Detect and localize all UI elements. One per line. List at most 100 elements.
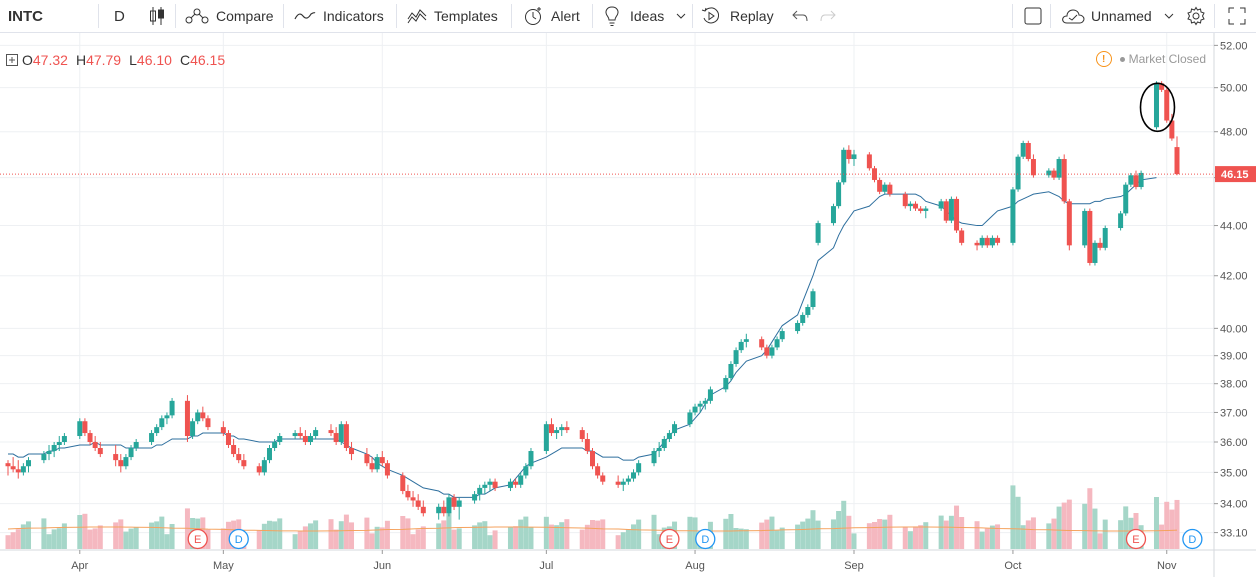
candle-body: [472, 494, 478, 501]
compare-button[interactable]: Compare: [184, 0, 274, 32]
volume-bar: [1102, 519, 1108, 549]
undo-button[interactable]: [792, 0, 808, 32]
ideas-button[interactable]: Ideas: [604, 0, 686, 32]
dividend-marker: D: [228, 528, 249, 550]
candle: [805, 304, 811, 318]
redo-button[interactable]: [820, 0, 836, 32]
candle: [877, 177, 883, 195]
candle: [584, 433, 590, 455]
candle: [164, 412, 170, 425]
candle: [343, 421, 349, 452]
candle: [400, 472, 406, 495]
candle-body: [261, 460, 267, 473]
volume-bar: [1123, 506, 1129, 549]
volume-bar: [590, 520, 595, 549]
candle-body: [697, 403, 703, 407]
replay-button[interactable]: Replay: [701, 0, 774, 32]
candle-body: [328, 430, 334, 434]
candle: [1092, 240, 1098, 266]
marker-letter: D: [701, 534, 709, 546]
volume-bar: [205, 529, 211, 549]
candle-body: [764, 347, 770, 356]
alert-button[interactable]: Alert: [522, 0, 580, 32]
candle: [882, 182, 888, 195]
candle: [436, 503, 442, 520]
settings-button[interactable]: [1186, 0, 1206, 32]
candle-body: [149, 433, 155, 442]
templates-button[interactable]: Templates: [407, 0, 498, 32]
marker-letter: E: [666, 534, 673, 546]
candle: [1087, 208, 1093, 266]
candle-body: [743, 339, 749, 342]
volume-bar: [948, 515, 954, 549]
interval-button[interactable]: D: [114, 0, 125, 32]
candle: [195, 409, 201, 425]
candle: [692, 403, 698, 416]
candle-body: [513, 481, 519, 485]
symbol-search[interactable]: INTC: [8, 0, 43, 32]
candle: [590, 448, 595, 470]
volume-bar: [51, 529, 57, 549]
volume-bar: [46, 534, 52, 549]
candle: [1133, 170, 1139, 190]
candle: [656, 441, 662, 458]
price-chart[interactable]: EDEDEDE52.0050.0048.0046.0044.0042.0040.…: [0, 33, 1256, 577]
volume-bar: [692, 517, 698, 549]
candle-body: [620, 481, 626, 485]
price-tick-label: 38.00: [1220, 379, 1248, 391]
toolbar-divider: [511, 4, 512, 28]
candle-body: [1159, 83, 1165, 90]
candle-body: [1025, 143, 1031, 160]
candle-body: [374, 457, 380, 470]
candle-body: [615, 481, 621, 485]
candle: [154, 424, 160, 437]
fullscreen-toggle[interactable]: [1024, 0, 1042, 32]
candle-body: [877, 179, 883, 192]
candle: [190, 418, 196, 440]
volume-bar: [779, 527, 785, 549]
expand-button[interactable]: [1228, 0, 1246, 32]
candle: [743, 333, 749, 348]
candle-body: [46, 451, 52, 455]
save-layout-button[interactable]: Unnamed: [1061, 0, 1174, 32]
last-price-tag-bg: [1215, 166, 1256, 183]
candle: [620, 478, 626, 492]
candle: [456, 497, 462, 520]
volume-bar: [723, 518, 729, 549]
collapse-square-icon[interactable]: [6, 54, 18, 66]
candle: [723, 375, 729, 393]
compare-label: Compare: [216, 8, 274, 24]
volume-bar: [1169, 509, 1175, 549]
low-value: 46.10: [136, 52, 172, 68]
candle: [446, 494, 452, 517]
time-tick-label: May: [213, 560, 234, 572]
candle-body: [61, 436, 67, 442]
price-axis: 52.0050.0048.0046.0044.0042.0040.0039.00…: [1214, 40, 1248, 540]
candle-body: [564, 427, 570, 431]
candle-body: [1010, 189, 1016, 243]
volume-bar: [456, 528, 462, 549]
chart-area[interactable]: EDEDEDE52.0050.0048.0046.0044.0042.0040.…: [0, 33, 1256, 577]
candle: [159, 415, 165, 431]
price-tick-label: 52.00: [1220, 40, 1248, 52]
candle-body: [984, 237, 990, 246]
volume-bar: [369, 533, 375, 549]
candle-body: [123, 457, 129, 467]
candle-body: [400, 475, 406, 492]
candle: [564, 421, 570, 434]
volume-bar: [415, 529, 421, 549]
candle: [349, 441, 355, 461]
volume-bar: [1159, 524, 1165, 549]
chart-style-button[interactable]: [148, 0, 166, 32]
candle: [487, 478, 493, 492]
volume-bar: [600, 519, 606, 549]
candle: [169, 397, 175, 419]
candle: [738, 339, 744, 353]
candle: [405, 484, 411, 501]
candle: [308, 433, 314, 445]
candle-body: [815, 223, 821, 243]
candle-body: [1123, 184, 1129, 214]
indicators-button[interactable]: Indicators: [294, 0, 384, 32]
candle-body: [420, 506, 426, 514]
volume-bar: [846, 515, 852, 549]
